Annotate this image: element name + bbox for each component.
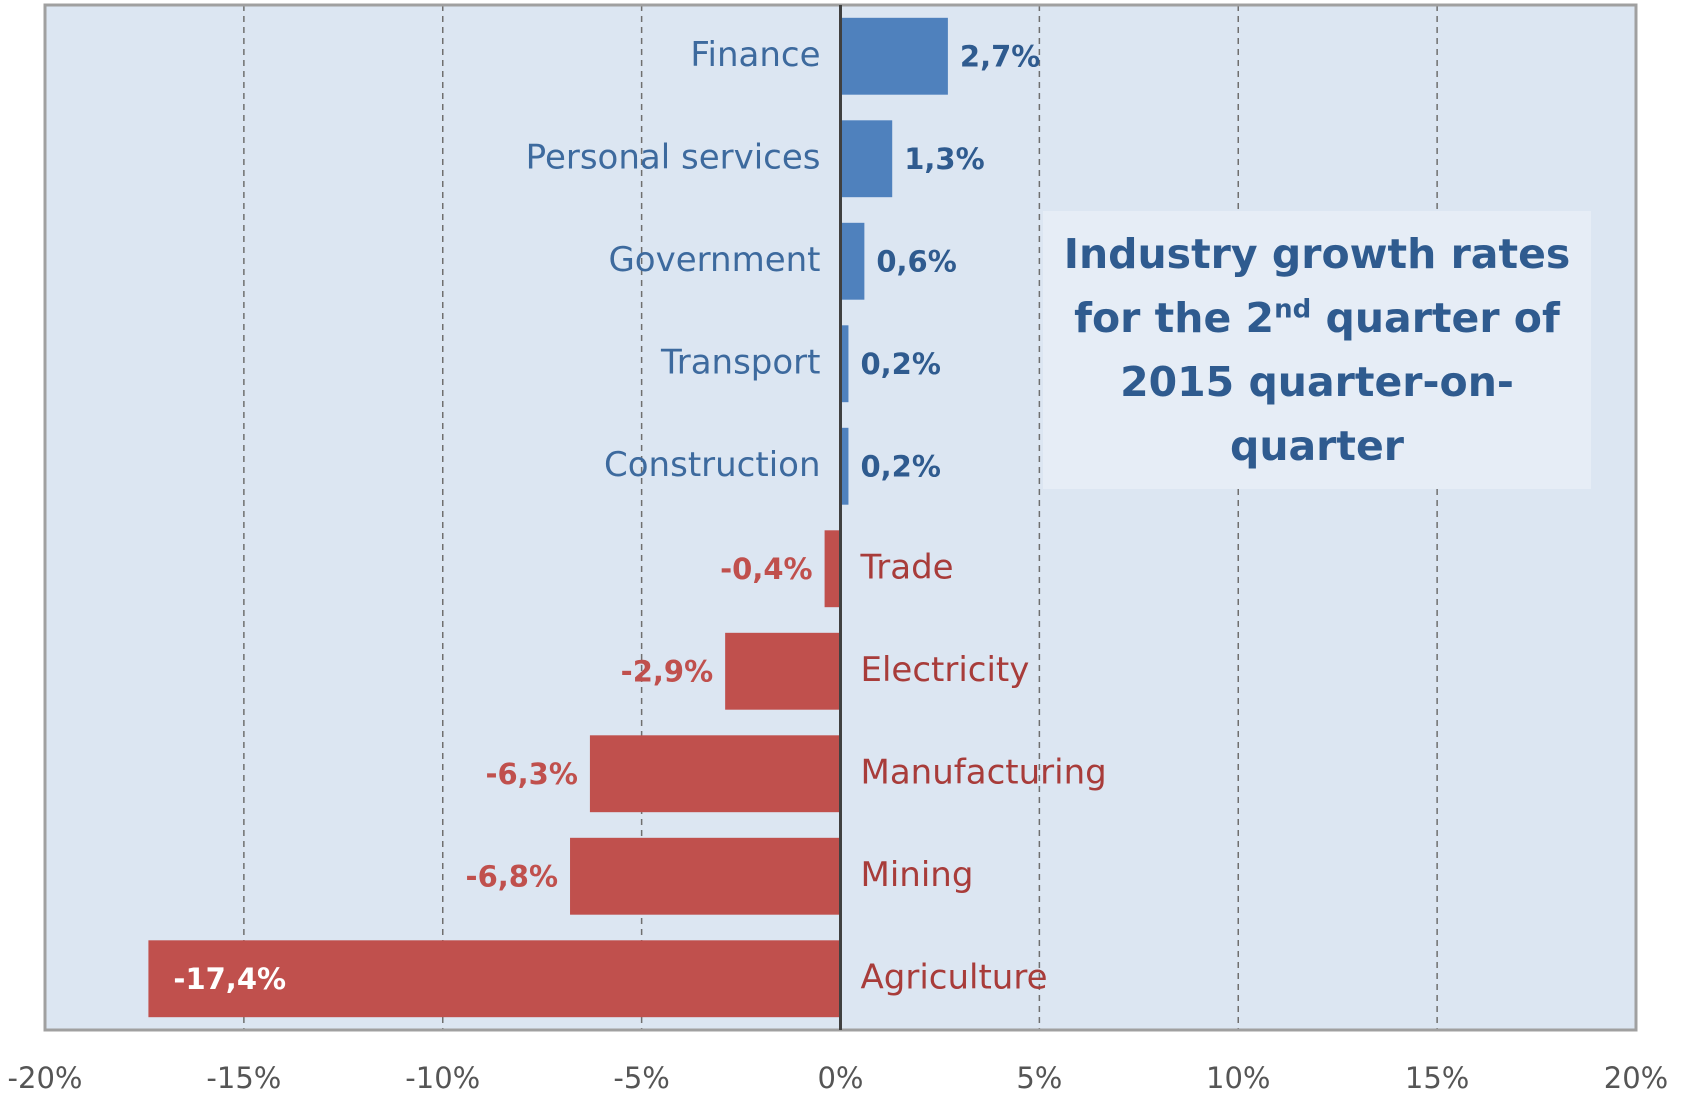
category-label: Trade	[860, 547, 954, 587]
value-label: 1,3%	[904, 142, 984, 176]
bar	[840, 120, 893, 198]
x-tick-label: 10%	[1206, 1061, 1270, 1095]
x-tick-label: 15%	[1405, 1061, 1469, 1095]
category-label: Finance	[690, 35, 820, 75]
bar	[840, 17, 948, 95]
bar	[148, 940, 841, 1018]
value-label: -17,4%	[173, 962, 286, 996]
value-label: 2,7%	[960, 39, 1040, 73]
title-text: Industry growth rates for the 2nd quarte…	[1063, 222, 1571, 478]
title-end: quarter of 2015 quarter-on-quarter	[1120, 294, 1560, 470]
bar	[824, 530, 841, 608]
value-label: -6,3%	[485, 757, 577, 791]
value-label: 0,6%	[876, 244, 956, 278]
value-label: 0,2%	[860, 347, 940, 381]
category-label: Mining	[861, 855, 974, 895]
category-label: Personal services	[526, 137, 821, 177]
value-label: 0,2%	[860, 449, 940, 483]
x-tick-label: -10%	[405, 1061, 480, 1095]
x-tick-label: 20%	[1604, 1061, 1668, 1095]
x-tick-label: -15%	[206, 1061, 281, 1095]
category-label: Government	[608, 240, 820, 280]
x-tick-label: 5%	[1016, 1061, 1062, 1095]
category-label: Electricity	[861, 650, 1030, 690]
category-label: Transport	[660, 342, 821, 382]
bar	[840, 325, 849, 403]
value-label: -6,8%	[466, 859, 558, 893]
bar	[840, 427, 849, 505]
value-label: -0,4%	[720, 552, 812, 586]
category-label: Manufacturing	[861, 752, 1107, 792]
bar	[725, 632, 841, 710]
bar	[840, 222, 865, 300]
category-label: Construction	[604, 445, 820, 485]
title-superscript: nd	[1274, 294, 1312, 325]
value-label: -2,9%	[621, 654, 713, 688]
chart-title: Industry growth rates for the 2nd quarte…	[1043, 211, 1591, 489]
title-start: Industry growth rates for the 2	[1063, 230, 1571, 342]
x-tick-label: -20%	[8, 1061, 83, 1095]
x-tick-label: -5%	[613, 1061, 669, 1095]
x-tick-label: 0%	[817, 1061, 863, 1095]
bar	[570, 837, 841, 915]
bar	[589, 735, 841, 813]
category-label: Agriculture	[861, 957, 1048, 997]
